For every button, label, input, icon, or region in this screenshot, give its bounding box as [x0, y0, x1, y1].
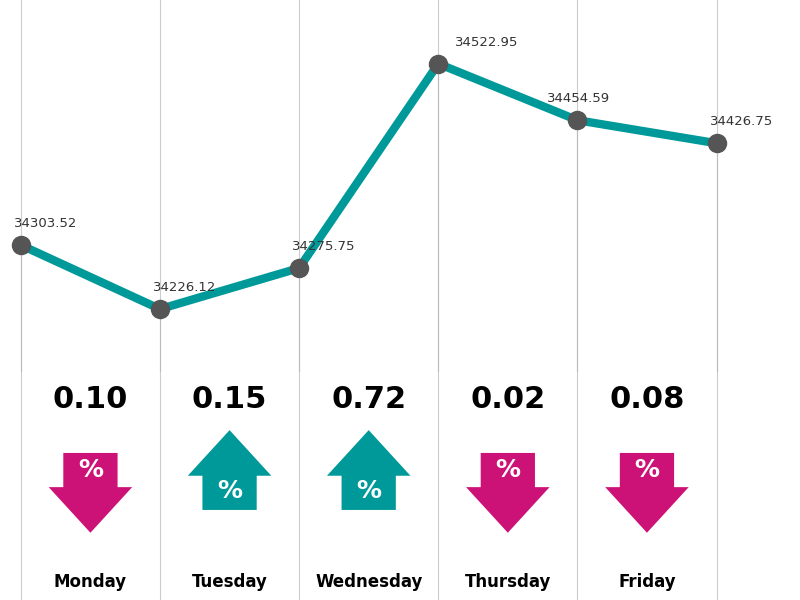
- Text: %: %: [634, 458, 659, 482]
- Text: 34303.52: 34303.52: [14, 217, 78, 230]
- Text: 0.08: 0.08: [610, 385, 685, 414]
- Text: %: %: [495, 458, 520, 482]
- Polygon shape: [49, 453, 132, 533]
- Text: 34522.95: 34522.95: [455, 36, 518, 49]
- Text: Friday: Friday: [618, 573, 676, 591]
- Text: 34454.59: 34454.59: [546, 92, 610, 106]
- Polygon shape: [327, 430, 410, 510]
- Text: Thursday: Thursday: [465, 573, 551, 591]
- Text: 34226.12: 34226.12: [153, 281, 217, 294]
- Text: 34426.75: 34426.75: [710, 115, 773, 128]
- Text: %: %: [217, 479, 242, 503]
- Text: 0.72: 0.72: [331, 385, 406, 414]
- Text: 0.02: 0.02: [470, 385, 546, 414]
- Text: %: %: [78, 458, 103, 482]
- Text: Wednesday: Wednesday: [315, 573, 422, 591]
- Text: 0.10: 0.10: [53, 385, 128, 414]
- Polygon shape: [188, 430, 271, 510]
- Polygon shape: [606, 453, 689, 533]
- Text: 34275.75: 34275.75: [292, 240, 356, 253]
- Text: Monday: Monday: [54, 573, 127, 591]
- Text: %: %: [356, 479, 381, 503]
- Polygon shape: [466, 453, 550, 533]
- Text: 0.15: 0.15: [192, 385, 267, 414]
- Text: Tuesday: Tuesday: [192, 573, 267, 591]
